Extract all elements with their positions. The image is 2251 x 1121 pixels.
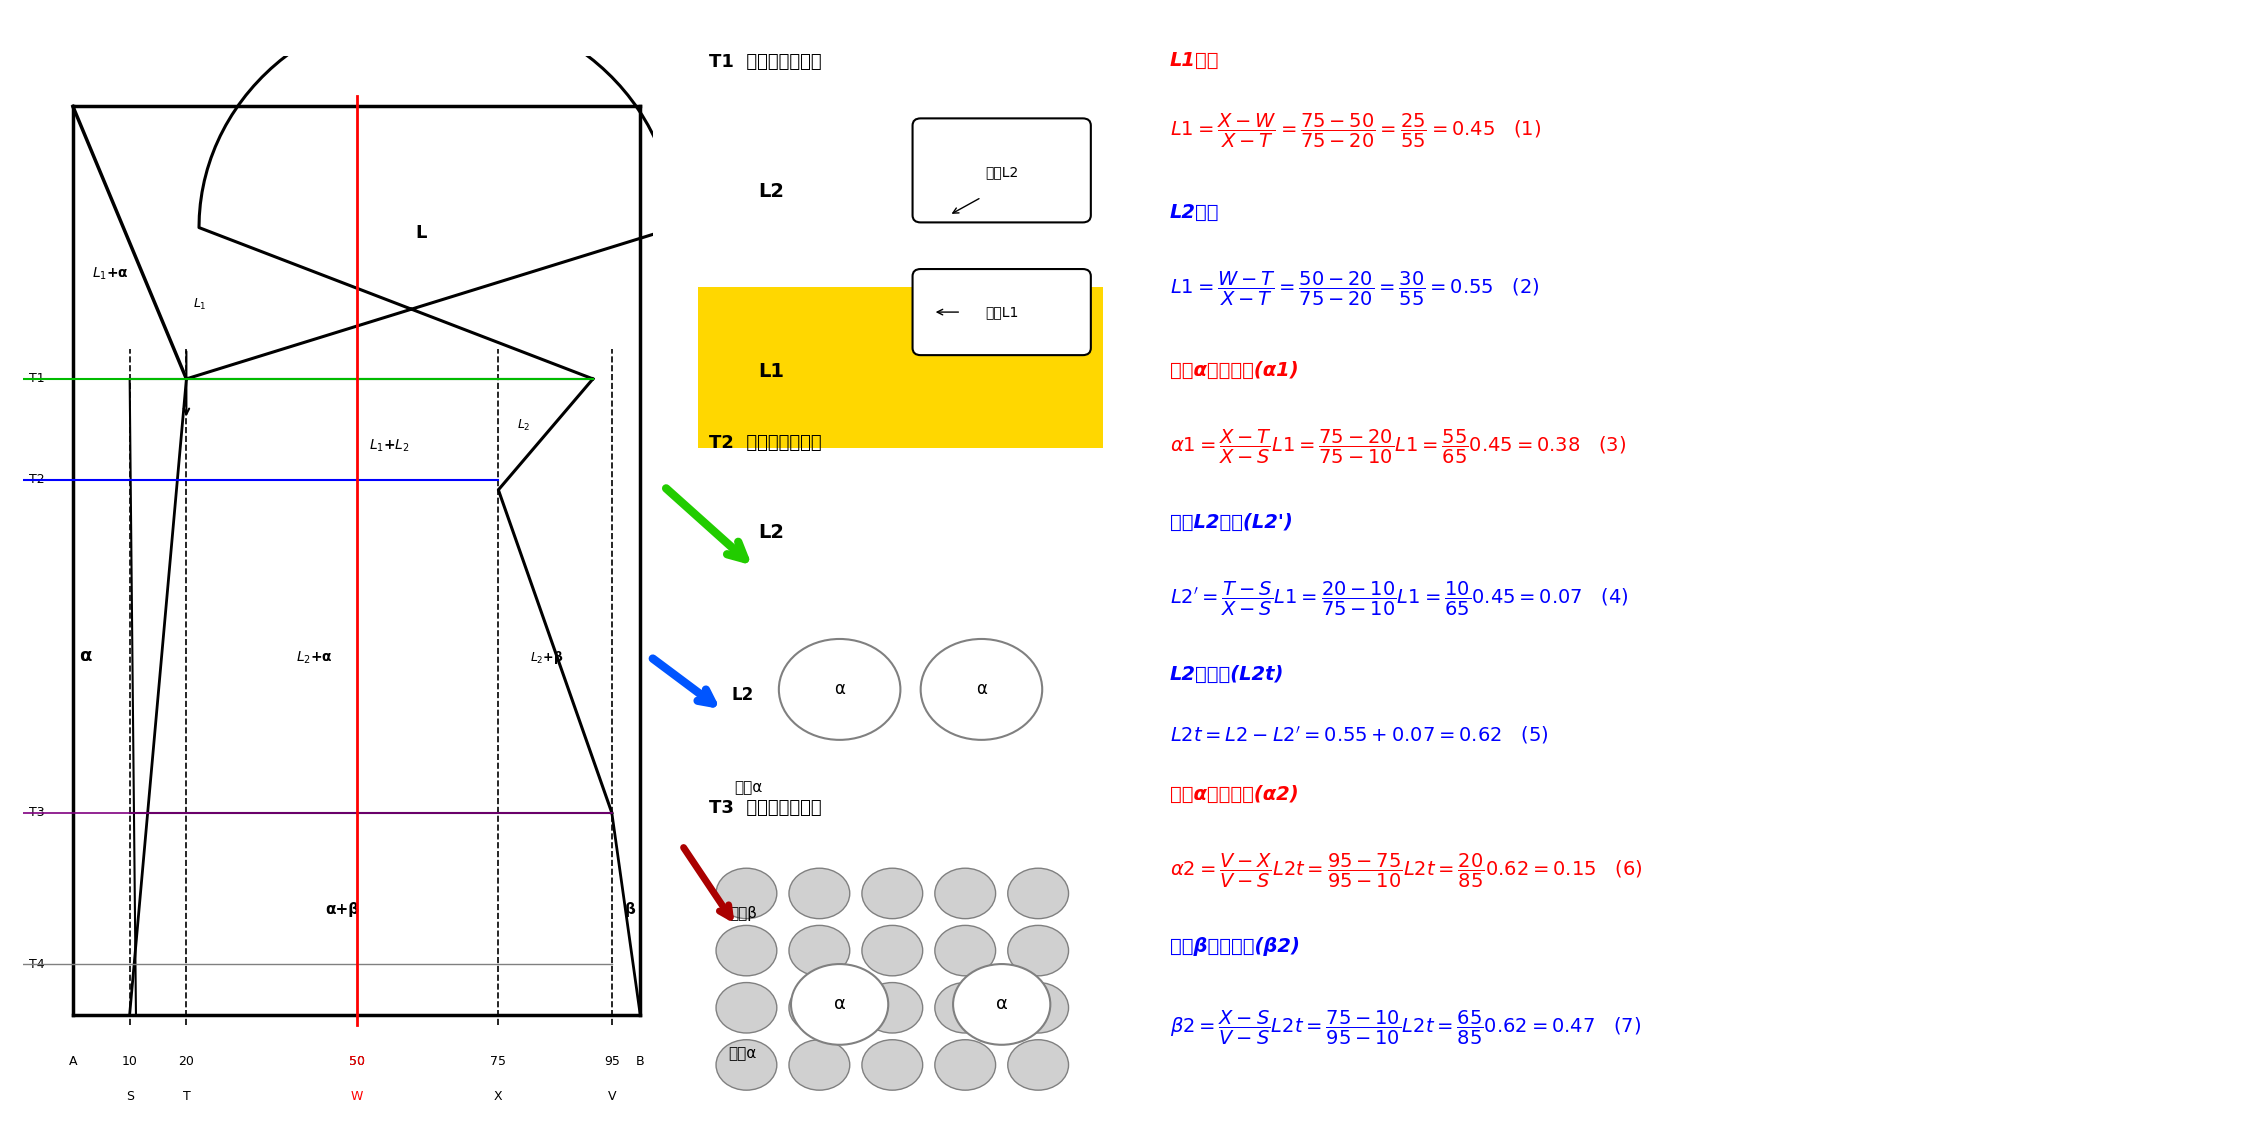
Circle shape <box>716 868 777 919</box>
Text: V: V <box>608 1090 617 1103</box>
Text: T3  共晶温度の直下: T3 共晶温度の直下 <box>709 799 822 817</box>
Text: $L2t = L2 - L2' = 0.55 + 0.07 = 0.62$   (5): $L2t = L2 - L2' = 0.55 + 0.07 = 0.62$ (5… <box>1171 724 1549 745</box>
FancyBboxPatch shape <box>698 287 1103 448</box>
Circle shape <box>862 925 923 975</box>
Text: $L_2$: $L_2$ <box>518 418 531 434</box>
Circle shape <box>862 868 923 919</box>
FancyBboxPatch shape <box>912 119 1092 222</box>
Text: α: α <box>79 648 92 666</box>
Text: 共晶αの晶出量(α2): 共晶αの晶出量(α2) <box>1171 785 1299 804</box>
Circle shape <box>788 982 851 1034</box>
Text: T2: T2 <box>29 473 45 487</box>
Text: $\alpha 1 = \dfrac{X-T}{X-S}L1 = \dfrac{75-20}{75-10}L1 = \dfrac{55}{65}0.45 = 0: $\alpha 1 = \dfrac{X-T}{X-S}L1 = \dfrac{… <box>1171 427 1627 465</box>
Text: $L1 = \dfrac{X-W}{X-T} = \dfrac{75-50}{75-20} = \dfrac{25}{55} = 0.45$   (1): $L1 = \dfrac{X-W}{X-T} = \dfrac{75-50}{7… <box>1171 112 1542 150</box>
Text: 50: 50 <box>349 1055 365 1068</box>
Circle shape <box>790 964 889 1045</box>
Circle shape <box>1008 1040 1069 1090</box>
Text: L2の量: L2の量 <box>1171 203 1220 222</box>
Text: L2: L2 <box>759 183 786 202</box>
Text: X: X <box>493 1090 502 1103</box>
Text: 偏晶L2の量(L2'): 偏晶L2の量(L2') <box>1171 513 1292 532</box>
Text: α: α <box>833 995 846 1013</box>
Text: T4: T4 <box>29 957 45 971</box>
Text: L2: L2 <box>759 524 786 543</box>
Text: α: α <box>995 995 1008 1013</box>
Text: 偏晶αの晶出量(α1): 偏晶αの晶出量(α1) <box>1171 361 1299 380</box>
Circle shape <box>921 639 1042 740</box>
Text: A: A <box>70 1055 77 1068</box>
Text: 液相L2: 液相L2 <box>986 165 1017 179</box>
Circle shape <box>934 982 995 1034</box>
Text: T3: T3 <box>29 806 45 819</box>
Circle shape <box>862 1040 923 1090</box>
Text: 共晶β: 共晶β <box>729 906 756 921</box>
Text: L2: L2 <box>732 686 754 704</box>
Circle shape <box>934 1040 995 1090</box>
Text: B: B <box>635 1055 644 1068</box>
Text: W: W <box>351 1090 362 1103</box>
Text: 75: 75 <box>491 1055 506 1068</box>
Text: $L_1$+α: $L_1$+α <box>92 266 128 282</box>
Text: L1の量: L1の量 <box>1171 50 1220 70</box>
Text: α: α <box>835 680 844 698</box>
Text: 95: 95 <box>603 1055 619 1068</box>
Text: $\alpha 2 = \dfrac{V-X}{V-S}L2t = \dfrac{95-75}{95-10}L2t = \dfrac{20}{85}0.62 =: $\alpha 2 = \dfrac{V-X}{V-S}L2t = \dfrac… <box>1171 852 1643 890</box>
Text: L: L <box>416 224 428 242</box>
Circle shape <box>1008 868 1069 919</box>
Text: $L_2$+β: $L_2$+β <box>529 649 563 666</box>
Text: T2  偏晶温度の直下: T2 偏晶温度の直下 <box>709 435 822 453</box>
Text: 共晶βの晶出量(β2): 共晶βの晶出量(β2) <box>1171 937 1299 956</box>
Text: $L_1$+$L_2$: $L_1$+$L_2$ <box>369 437 410 454</box>
Circle shape <box>1008 925 1069 975</box>
Circle shape <box>788 868 851 919</box>
Circle shape <box>716 1040 777 1090</box>
Text: T1: T1 <box>29 372 45 386</box>
Circle shape <box>716 925 777 975</box>
Circle shape <box>934 868 995 919</box>
Text: 偏晶α: 偏晶α <box>734 780 763 795</box>
Circle shape <box>716 982 777 1034</box>
Text: L1: L1 <box>759 362 786 381</box>
Text: 共晶α: 共晶α <box>729 1046 756 1062</box>
Text: α+β: α+β <box>326 901 360 917</box>
Circle shape <box>862 982 923 1034</box>
Circle shape <box>1008 982 1069 1034</box>
Circle shape <box>934 925 995 975</box>
Text: $\beta 2 = \dfrac{X-S}{V-S}L2t = \dfrac{75-10}{95-10}L2t = \dfrac{65}{85}0.62 = : $\beta 2 = \dfrac{X-S}{V-S}L2t = \dfrac{… <box>1171 1009 1641 1047</box>
Text: 10: 10 <box>122 1055 137 1068</box>
Text: 20: 20 <box>178 1055 194 1068</box>
Text: $L1 = \dfrac{W-T}{X-T} = \dfrac{50-20}{75-20} = \dfrac{30}{55} = 0.55$   (2): $L1 = \dfrac{W-T}{X-T} = \dfrac{50-20}{7… <box>1171 270 1540 308</box>
Text: α: α <box>977 680 986 698</box>
FancyBboxPatch shape <box>912 269 1092 355</box>
Text: $L2' = \dfrac{T-S}{X-S}L1 = \dfrac{20-10}{75-10}L1 = \dfrac{10}{65}0.45 = 0.07$ : $L2' = \dfrac{T-S}{X-S}L1 = \dfrac{20-10… <box>1171 580 1630 618</box>
Text: T1  偏晶温度の直上: T1 偏晶温度の直上 <box>709 54 822 72</box>
Text: 液相L1: 液相L1 <box>986 305 1017 319</box>
Circle shape <box>788 1040 851 1090</box>
Text: $L_1$: $L_1$ <box>194 297 207 313</box>
Text: L2の総量(L2t): L2の総量(L2t) <box>1171 665 1285 684</box>
Text: T: T <box>182 1090 191 1103</box>
Text: S: S <box>126 1090 133 1103</box>
Circle shape <box>952 964 1051 1045</box>
Text: β: β <box>624 901 635 917</box>
Circle shape <box>779 639 900 740</box>
Circle shape <box>788 925 851 975</box>
Text: 50: 50 <box>349 1055 365 1068</box>
Text: $L_2$+α: $L_2$+α <box>295 649 333 666</box>
